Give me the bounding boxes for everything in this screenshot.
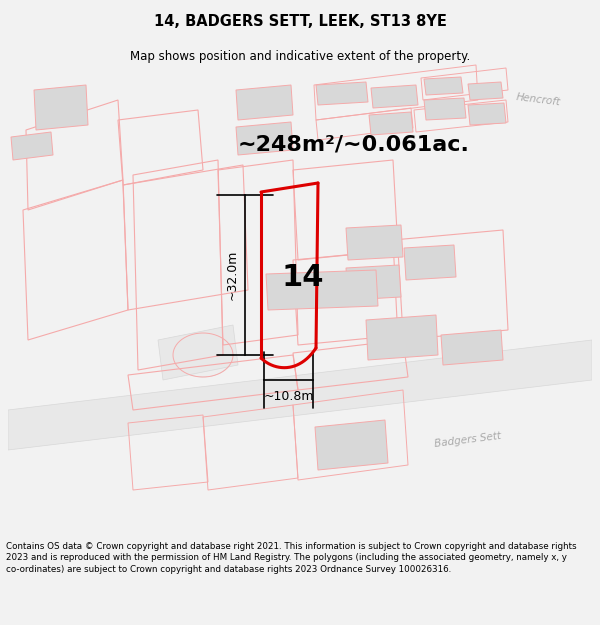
Text: Hencroft: Hencroft — [515, 92, 561, 108]
Text: 14: 14 — [282, 264, 324, 292]
Polygon shape — [424, 77, 463, 95]
Text: Badgers Sett: Badgers Sett — [434, 431, 502, 449]
Text: Map shows position and indicative extent of the property.: Map shows position and indicative extent… — [130, 51, 470, 63]
Polygon shape — [369, 112, 413, 135]
Polygon shape — [316, 82, 368, 105]
Polygon shape — [441, 330, 503, 365]
Polygon shape — [346, 225, 403, 260]
Polygon shape — [346, 265, 401, 300]
Polygon shape — [158, 325, 238, 380]
Polygon shape — [371, 85, 418, 108]
Polygon shape — [266, 270, 378, 310]
Polygon shape — [404, 245, 456, 280]
Polygon shape — [236, 85, 293, 120]
Polygon shape — [468, 103, 506, 125]
Text: ~32.0m: ~32.0m — [226, 250, 239, 300]
Polygon shape — [468, 82, 503, 100]
Polygon shape — [34, 85, 88, 130]
Polygon shape — [11, 132, 53, 160]
Text: Contains OS data © Crown copyright and database right 2021. This information is : Contains OS data © Crown copyright and d… — [6, 542, 577, 574]
Polygon shape — [8, 340, 592, 450]
Polygon shape — [236, 122, 293, 155]
Text: ~248m²/~0.061ac.: ~248m²/~0.061ac. — [238, 135, 470, 155]
Polygon shape — [366, 315, 438, 360]
Text: 14, BADGERS SETT, LEEK, ST13 8YE: 14, BADGERS SETT, LEEK, ST13 8YE — [154, 14, 446, 29]
Polygon shape — [424, 98, 466, 120]
Text: ~10.8m: ~10.8m — [263, 390, 314, 403]
Polygon shape — [315, 420, 388, 470]
Polygon shape — [173, 333, 233, 377]
